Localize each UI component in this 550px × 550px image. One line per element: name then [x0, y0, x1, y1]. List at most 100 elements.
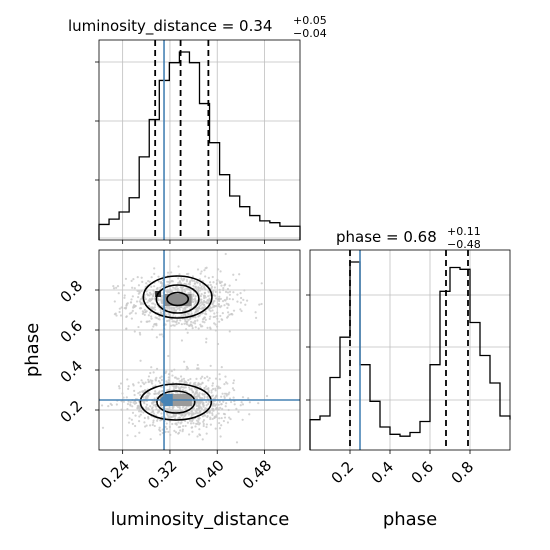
sample-point: [202, 419, 206, 422]
sample-point: [186, 421, 190, 424]
sample-point: [150, 411, 153, 414]
sample-point: [218, 427, 222, 430]
sample-point: [219, 314, 222, 318]
sample-point: [201, 288, 204, 291]
sample-point: [181, 286, 185, 289]
sample-point: [179, 391, 182, 394]
sample-point: [198, 392, 201, 395]
sample-point: [215, 282, 219, 285]
sample-point: [194, 381, 197, 384]
sample-point: [196, 384, 199, 387]
sample-point: [123, 296, 126, 299]
sample-point: [185, 328, 188, 331]
density-contour: [155, 284, 200, 314]
sample-point: [144, 395, 148, 398]
sample-point: [206, 326, 209, 329]
sample-point: [154, 384, 157, 387]
sample-point: [156, 419, 159, 422]
sample-point: [211, 417, 214, 421]
sample-point: [206, 415, 209, 419]
x-axis-label-phase: phase: [383, 509, 437, 530]
density-contour: [142, 275, 213, 319]
sample-point: [191, 327, 194, 330]
sample-point: [187, 413, 191, 416]
sample-point: [257, 402, 260, 405]
sample-point: [151, 423, 154, 426]
sample-point: [148, 294, 151, 297]
sample-point: [165, 422, 168, 425]
sample-point: [147, 299, 150, 302]
sample-point: [159, 286, 162, 289]
sample-point: [226, 287, 230, 291]
sample-point: [173, 309, 176, 312]
sample-point: [241, 396, 245, 399]
sample-point: [187, 312, 190, 315]
sample-point: [170, 416, 173, 419]
sample-point: [159, 429, 162, 432]
density-contour: [156, 390, 196, 414]
sample-point: [201, 382, 204, 385]
sample-point: [210, 391, 213, 394]
sample-point: [234, 278, 238, 281]
sample-point: [224, 290, 228, 294]
sample-point: [171, 407, 174, 410]
sample-point: [127, 385, 130, 388]
sample-point: [194, 391, 197, 394]
sample-point: [228, 397, 232, 400]
sample-point: [205, 400, 208, 404]
sample-point: [217, 268, 220, 271]
sample-point: [213, 312, 216, 315]
sample-point: [241, 403, 245, 406]
sample-point: [144, 310, 147, 313]
sample-point: [160, 412, 163, 415]
sample-point: [214, 329, 217, 332]
sample-point: [170, 290, 173, 293]
sample-point: [132, 384, 135, 387]
sample-point: [205, 337, 208, 340]
sample-point: [121, 392, 124, 395]
sample-point: [148, 280, 151, 283]
sample-point: [209, 326, 212, 329]
sample-point: [153, 267, 156, 270]
sample-point: [203, 286, 206, 290]
sample-point: [201, 415, 205, 418]
sample-point: [217, 403, 220, 406]
sample-point: [222, 286, 225, 290]
sample-point: [167, 381, 171, 384]
sample-point: [232, 381, 235, 385]
sample-point: [220, 284, 223, 287]
sample-point: [125, 315, 128, 319]
sample-point: [197, 395, 200, 398]
sample-point: [158, 408, 161, 412]
sample-point: [260, 302, 263, 306]
sample-point: [228, 290, 232, 293]
sample-point: [196, 281, 199, 284]
sample-point: [172, 324, 175, 327]
sample-point: [130, 298, 133, 301]
sample-point: [225, 402, 228, 405]
sample-point: [191, 275, 194, 278]
sample-point: [131, 422, 134, 426]
sample-point: [226, 306, 229, 309]
sample-point: [129, 401, 132, 404]
sample-point: [203, 305, 207, 309]
sample-point: [211, 412, 214, 415]
sample-point: [202, 422, 205, 426]
sample-point: [153, 306, 156, 309]
sample-point: [232, 273, 235, 276]
y-tick-label: 0.2: [57, 397, 87, 427]
sample-point: [123, 294, 126, 297]
sample-point: [223, 416, 227, 419]
sample-point: [231, 387, 235, 390]
sample-point: [192, 284, 195, 288]
sample-point: [214, 377, 218, 380]
sample-point: [177, 421, 180, 424]
sample-point: [155, 408, 158, 411]
sample-point: [224, 375, 227, 378]
sample-point: [147, 394, 150, 397]
sample-point: [199, 323, 202, 326]
sample-point: [150, 366, 153, 369]
panel-2d-scatter: 0.24 0.32 0.40 0.48 0.2 0.4 0.6 0.8: [57, 249, 301, 493]
sample-point: [183, 322, 186, 325]
sample-point: [187, 324, 191, 327]
